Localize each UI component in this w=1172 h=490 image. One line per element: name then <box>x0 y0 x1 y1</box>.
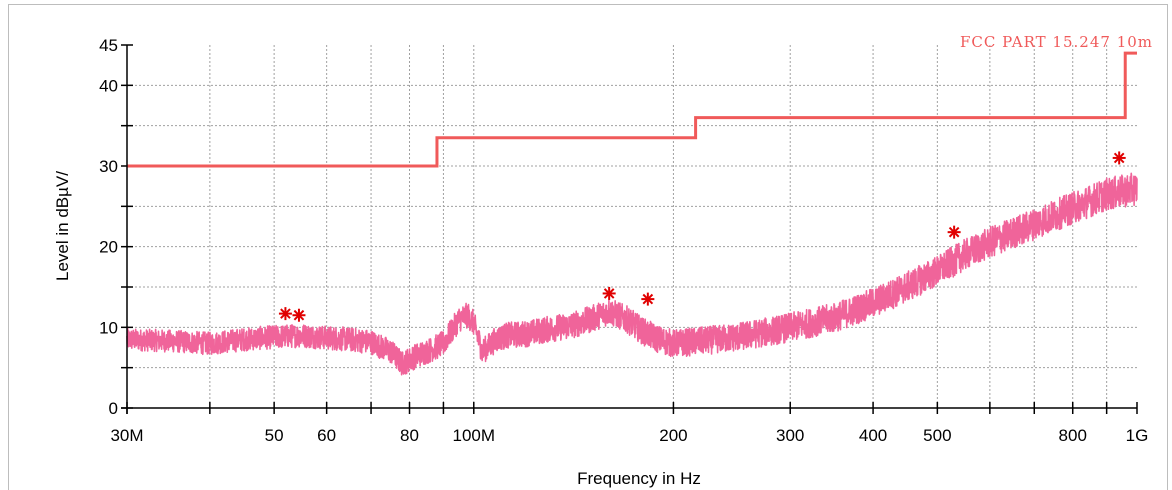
y-tick-label: 30 <box>99 157 118 176</box>
peak-marker-stroke <box>293 309 305 321</box>
peak-marker <box>292 308 306 322</box>
y-tick-label: 10 <box>99 318 118 337</box>
peak-marker-stroke <box>603 288 615 299</box>
y-axis-title: Level in dBµV/ <box>53 171 72 281</box>
x-tick-label: 50 <box>265 426 284 445</box>
axes <box>121 45 1137 414</box>
x-tick-label: 80 <box>400 426 419 445</box>
peak-marker-stroke <box>280 308 291 319</box>
peak-marker <box>602 286 616 300</box>
y-tick-label: 0 <box>109 399 118 418</box>
y-tick-label: 20 <box>99 238 118 257</box>
peak-marker <box>947 225 961 239</box>
peak-marker <box>641 292 655 306</box>
x-tick-label: 300 <box>776 426 804 445</box>
series-layer <box>126 51 1138 376</box>
y-tick-labels: 0 10 20 30 40 45 <box>99 36 118 418</box>
x-tick-label: 30M <box>110 426 143 445</box>
limit-line <box>127 51 1137 168</box>
x-tick-label: 60 <box>317 426 336 445</box>
x-tick-label: 100M <box>453 426 496 445</box>
grid <box>127 45 1137 408</box>
measurement-trace <box>126 172 1138 376</box>
peak-marker <box>278 307 292 321</box>
y-tick-label: 40 <box>99 76 118 95</box>
peak-marker-stroke <box>1113 152 1125 164</box>
peak-marker-stroke <box>948 226 960 238</box>
y-tick-label: 45 <box>99 36 118 55</box>
x-tick-label: 800 <box>1059 426 1087 445</box>
peak-marker-stroke <box>642 293 654 305</box>
chart-frame <box>8 4 1168 490</box>
x-tick-label: 1G <box>1126 426 1149 445</box>
x-tick-labels: 30M 50 60 80 100M 200 300 400 500 800 1G <box>110 426 1148 445</box>
x-tick-label: 200 <box>659 426 687 445</box>
x-tick-label: 400 <box>859 426 887 445</box>
limit-line-label: FCC PART 15.247 10m <box>960 33 1153 51</box>
peak-marker <box>1112 151 1126 165</box>
x-axis-title: Frequency in Hz <box>577 469 701 488</box>
x-tick-label: 500 <box>923 426 951 445</box>
